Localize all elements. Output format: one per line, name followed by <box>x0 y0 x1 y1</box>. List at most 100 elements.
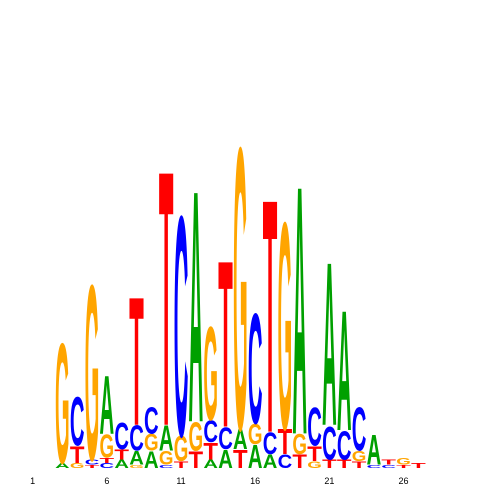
logo-letter: T <box>278 423 293 462</box>
logo-letter: C <box>70 383 85 460</box>
logo-letter: A <box>159 420 174 459</box>
logo-letter: G <box>70 462 85 470</box>
letter-glyph-group: T <box>411 462 427 470</box>
x-tick-label: 16 <box>250 476 260 486</box>
letter-glyph-group: C <box>144 400 159 442</box>
letter-glyph-group: C <box>307 396 322 457</box>
logo-letter: C <box>159 464 174 469</box>
logo-letter: G <box>85 232 100 500</box>
letter-glyph-group: G <box>85 232 100 500</box>
letter-glyph-group: A <box>337 274 352 466</box>
letter-glyph-group: T <box>218 211 233 477</box>
logo-letter: A <box>233 425 248 456</box>
logo-letter: T <box>114 446 129 462</box>
letter-glyph-group: T <box>292 452 307 473</box>
logo-letter: T <box>218 211 233 477</box>
x-tick-label: 11 <box>176 476 185 486</box>
letter-glyph-group: T <box>203 438 218 465</box>
logo-letter: T <box>129 259 144 464</box>
logo-letter: G <box>100 427 115 464</box>
logo-letter: G <box>396 457 411 467</box>
letter-glyph-group: A <box>55 462 70 470</box>
letter-glyph-group: C <box>174 151 189 500</box>
letter-glyph-group: T <box>114 446 129 462</box>
letter-glyph-group: A <box>203 457 218 471</box>
letter-glyph-group: A <box>159 420 174 459</box>
logo-letter: C <box>85 458 100 466</box>
letter-glyph-group: T <box>159 94 174 500</box>
logo-letter: T <box>263 131 278 500</box>
logo-letter: A <box>322 215 337 476</box>
letter-glyph-group: C <box>367 464 382 469</box>
letter-glyph-group: T <box>174 460 189 470</box>
letter-glyph-group: A <box>322 215 337 476</box>
letter-glyph-group: G <box>352 448 367 464</box>
logo-letter: C <box>218 421 233 457</box>
logo-letter: T <box>233 444 248 473</box>
logo-letter: C <box>367 464 382 469</box>
logo-letter: G <box>307 460 322 470</box>
logo-letter: C <box>114 415 129 457</box>
logo-letter: T <box>174 460 189 470</box>
logo-letter: T <box>203 438 218 465</box>
logo-letter: C <box>144 400 159 442</box>
letter-glyph-group: A <box>292 113 307 500</box>
letter-glyph-group: C <box>381 464 396 469</box>
letter-glyph-group: C <box>85 458 100 466</box>
letter-glyph-group: G <box>159 448 174 469</box>
letter-glyph-group: T <box>189 446 204 473</box>
letter-glyph-group: T <box>70 441 85 468</box>
logo-letter: C <box>100 462 115 470</box>
letter-glyph-group: G <box>203 299 218 449</box>
letter-glyph-group: A <box>114 457 129 471</box>
letter-glyph-group: G <box>144 429 159 456</box>
letter-glyph-group: A <box>218 444 233 473</box>
letter-glyph-group: A <box>100 358 115 451</box>
letter-glyph-group: C <box>159 464 174 469</box>
letter-glyph-group: C <box>278 452 293 473</box>
logo-letter: G <box>292 430 307 461</box>
logo-letter: A <box>100 358 115 451</box>
letter-glyph-group: A <box>233 425 248 456</box>
letter-glyph-group: T <box>100 457 116 465</box>
letter-glyph-group: T <box>381 458 397 466</box>
logo-letter: C <box>322 416 337 469</box>
letter-glyph-group: C <box>352 394 367 464</box>
logo-letter: C <box>381 464 396 469</box>
letter-glyph-group: T <box>307 443 322 467</box>
logo-letter: T <box>307 443 322 467</box>
logo-letter: G <box>55 307 70 499</box>
logo-letter: A <box>248 438 263 475</box>
letter-glyph-group: G <box>55 307 70 499</box>
logo-letter: T <box>396 464 411 469</box>
x-tick-label: 26 <box>399 476 409 486</box>
letter-glyph-group: A <box>263 452 278 473</box>
x-tick-label: 1 <box>30 476 35 486</box>
letter-glyph-group: C <box>248 280 263 457</box>
logo-letter: C <box>129 420 144 459</box>
logo-letter: A <box>129 448 144 469</box>
letter-glyph-group: T <box>322 457 337 471</box>
logo-letter: A <box>55 462 70 470</box>
letter-glyph-group: C <box>70 383 85 460</box>
logo-letter: C <box>337 423 352 469</box>
letter-glyph-group: T <box>233 444 248 473</box>
letter-glyph-group: G <box>129 464 144 469</box>
letter-glyph-group: T <box>337 457 352 471</box>
letter-glyph-group: C <box>263 426 278 462</box>
logo-letter: T <box>337 457 352 471</box>
letter-glyph-group: C <box>114 415 129 457</box>
letter-glyph-group: G <box>233 64 248 500</box>
logo-letter: C <box>352 394 367 464</box>
logo-letter: T <box>381 458 397 466</box>
logo-letter: G <box>174 430 189 469</box>
letter-glyph-group: G <box>70 462 85 470</box>
logo-letter: T <box>322 457 337 471</box>
letter-glyph-group: A <box>189 121 204 492</box>
letter-glyph-group: T <box>352 460 367 470</box>
letter-glyph-group: G <box>307 460 322 470</box>
letter-glyph-group: C <box>337 423 352 469</box>
letter-glyph-group: A <box>367 427 382 474</box>
letter-glyph-group: G <box>189 414 204 460</box>
